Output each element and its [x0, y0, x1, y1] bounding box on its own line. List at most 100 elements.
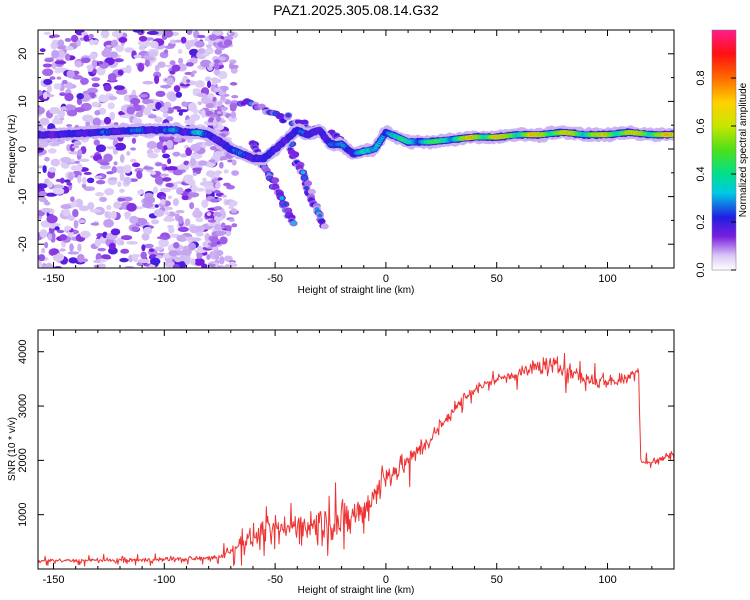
spectral-blob — [216, 56, 227, 61]
spectral-blob — [59, 92, 66, 97]
spectral-blob — [213, 30, 223, 36]
spectral-blob — [154, 75, 160, 85]
spectral-blob — [190, 113, 201, 121]
spectral-blob — [217, 70, 228, 80]
spectral-blob — [229, 102, 238, 110]
colorbar-ticks: 0.0 0.2 0.4 0.6 0.8 — [695, 70, 736, 278]
spectral-blob — [148, 248, 155, 253]
spectral-blob — [195, 225, 206, 232]
spectral-blob — [223, 169, 229, 174]
spectral-blob — [671, 132, 674, 137]
spectral-blob — [80, 77, 89, 85]
spectral-blob — [140, 251, 147, 260]
spectral-blob — [213, 69, 221, 76]
spectral-blob — [163, 49, 169, 54]
spectral-blob — [184, 177, 193, 184]
spectral-blob — [166, 139, 174, 149]
spectral-blob — [93, 259, 102, 264]
spectral-blob — [64, 179, 71, 183]
spectral-blob — [117, 181, 122, 188]
spectral-blob — [208, 40, 214, 46]
spectral-blob — [190, 73, 195, 78]
spectral-blob — [71, 145, 80, 149]
spectral-blob — [115, 44, 125, 53]
spectral-blob — [177, 226, 189, 233]
spectral-blob — [120, 240, 125, 246]
spectral-blob — [54, 115, 59, 122]
spectral-blob — [133, 104, 142, 112]
x-tick-label: 100 — [598, 574, 616, 586]
spectral-blob — [61, 79, 68, 85]
spectral-blob — [148, 50, 158, 58]
x-tick-label: -100 — [153, 273, 175, 285]
spectral-blob — [216, 197, 223, 201]
spectral-blob — [169, 70, 176, 75]
colorbar-frame — [711, 29, 737, 271]
spectral-blob — [66, 124, 73, 128]
spectral-blob — [154, 204, 159, 208]
spectral-blob — [168, 92, 177, 102]
spectral-blob — [70, 34, 79, 43]
spectral-blob — [210, 198, 219, 203]
spectral-blob — [285, 113, 291, 118]
spectral-blob — [83, 171, 92, 176]
spectral-blob — [184, 218, 191, 227]
spectral-blob — [202, 177, 207, 182]
spectral-blob — [194, 80, 205, 88]
spectral-blob — [47, 233, 53, 241]
spectral-blob — [109, 111, 116, 121]
spectral-blob — [93, 139, 100, 146]
spectral-blob — [132, 118, 143, 124]
x-tick-label: -50 — [267, 574, 283, 586]
spectral-blob — [111, 30, 124, 38]
spectral-blob — [230, 111, 237, 119]
spectral-blob — [66, 69, 75, 79]
spectrogram-y-label: Frequency (Hz) — [7, 115, 18, 184]
colorbar-tick-label: 0.4 — [695, 166, 707, 181]
spectral-blob — [146, 30, 159, 36]
spectral-blob — [160, 199, 166, 205]
spectral-blob — [41, 247, 46, 254]
spectral-blob — [52, 252, 65, 262]
spectral-blob — [74, 107, 86, 113]
spectral-blob — [89, 209, 102, 213]
spectral-blob — [64, 38, 72, 42]
spectral-blob — [212, 246, 218, 251]
spectral-blob — [280, 118, 286, 123]
spectral-blob — [271, 177, 280, 184]
spectral-blob — [50, 158, 61, 167]
spectral-blob — [64, 92, 74, 102]
spectral-blob — [38, 141, 49, 148]
spectral-blob — [210, 241, 218, 248]
spectral-blob — [201, 199, 209, 209]
spectral-blob — [185, 147, 192, 157]
spectral-blob — [177, 49, 183, 54]
spectral-blob — [45, 192, 58, 197]
colorbar: 0.0 0.2 0.4 0.6 0.8 Normalized spectral ampl… — [695, 29, 749, 278]
spectral-blob — [83, 34, 90, 42]
spectral-blob — [57, 39, 65, 48]
spectral-blob — [181, 101, 188, 107]
spectral-blob — [65, 104, 74, 110]
x-tick-label: 100 — [598, 273, 616, 285]
spectral-blob — [289, 141, 295, 146]
spectral-blob — [162, 153, 171, 159]
spectral-blob — [44, 57, 54, 63]
spectral-blob — [42, 63, 53, 68]
spectral-blob — [229, 261, 236, 268]
spectral-blob — [87, 64, 94, 73]
spectral-blob — [98, 94, 110, 103]
spectral-blob — [195, 217, 204, 223]
spectral-blob — [50, 225, 56, 229]
spectral-blob — [67, 251, 80, 255]
spectral-blob — [131, 137, 137, 144]
spectral-blob — [57, 45, 66, 50]
spectral-blob — [218, 91, 227, 96]
spectral-blob — [206, 80, 212, 89]
spectral-blob — [126, 202, 137, 212]
spectral-blob — [119, 172, 125, 182]
spectral-blob — [185, 40, 192, 49]
spectral-blob — [43, 78, 53, 85]
spectral-blob — [231, 95, 239, 99]
